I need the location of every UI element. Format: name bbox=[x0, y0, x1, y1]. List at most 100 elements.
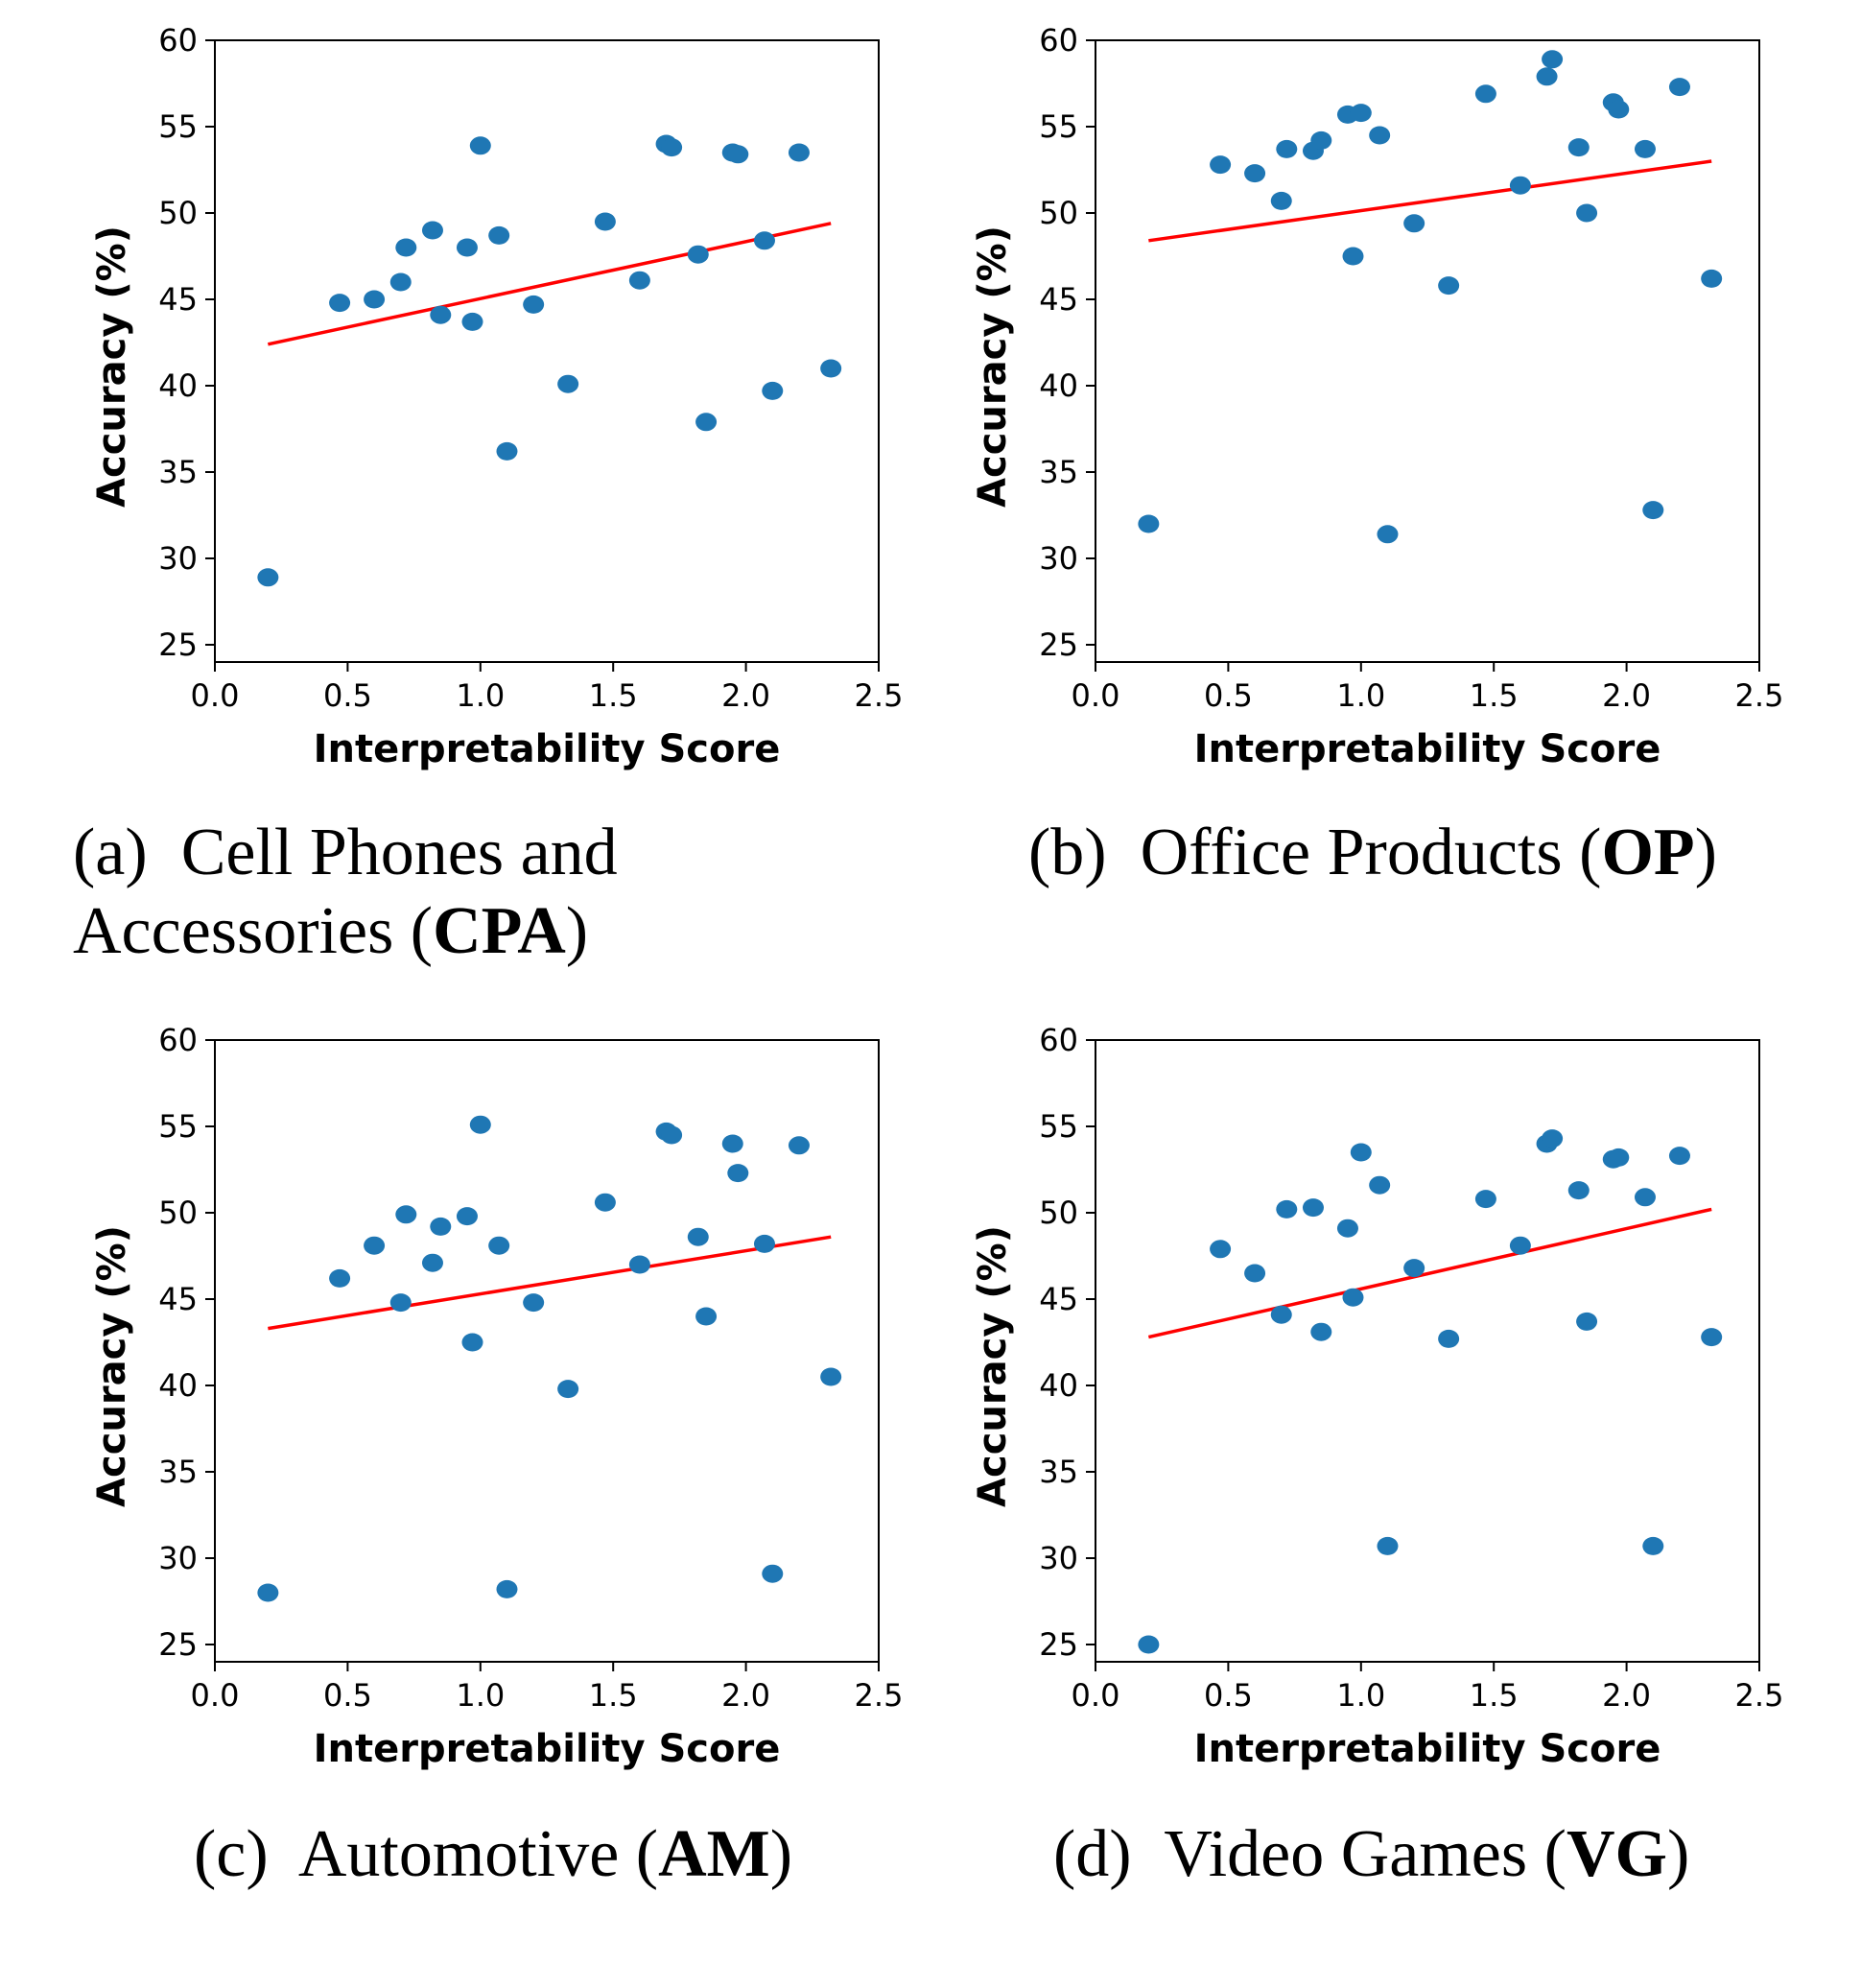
trendline bbox=[1147, 1207, 1712, 1339]
caption-prefix: (b) bbox=[1028, 816, 1107, 889]
x-tick-label: 0.0 bbox=[191, 677, 240, 714]
data-point bbox=[389, 1293, 412, 1313]
y-axis-label: Accuracy (%) bbox=[90, 1225, 134, 1507]
y-tick-label: 40 bbox=[1039, 367, 1078, 404]
y-tick-label: 60 bbox=[158, 22, 198, 59]
caption-abbr: AM bbox=[658, 1817, 770, 1891]
x-tick-label: 2.5 bbox=[1735, 677, 1784, 714]
y-tick-label: 50 bbox=[1039, 1195, 1078, 1231]
x-tick-label: 0.5 bbox=[323, 677, 372, 714]
y-axis-label: Accuracy (%) bbox=[971, 1225, 1015, 1507]
caption-abbr: VG bbox=[1566, 1817, 1667, 1891]
caption-suffix: ) bbox=[565, 894, 589, 968]
data-point bbox=[1342, 247, 1364, 266]
data-point bbox=[1567, 1181, 1590, 1200]
axes-frame bbox=[214, 1039, 880, 1663]
data-point bbox=[496, 1579, 518, 1598]
data-point bbox=[257, 1583, 279, 1602]
y-tick-label: 45 bbox=[1039, 1281, 1078, 1317]
x-axis-label: Interpretability Score bbox=[1194, 1727, 1661, 1771]
caption-d: (d) Video Games (VG) bbox=[1053, 1815, 1811, 1894]
data-point bbox=[1310, 1322, 1332, 1341]
data-point bbox=[762, 1564, 784, 1583]
x-tick-label: 2.0 bbox=[721, 1677, 770, 1714]
x-axis-label: Interpretability Score bbox=[1194, 727, 1661, 771]
x-tick-label: 1.5 bbox=[1470, 677, 1519, 714]
data-point bbox=[1377, 1536, 1399, 1555]
data-point bbox=[1542, 1129, 1564, 1148]
caption-suffix: ) bbox=[1694, 816, 1717, 889]
data-point bbox=[1342, 1288, 1364, 1307]
data-point bbox=[1542, 50, 1564, 69]
data-point bbox=[1701, 269, 1723, 288]
x-tick-label: 2.5 bbox=[855, 677, 904, 714]
y-tick-label: 25 bbox=[158, 627, 198, 663]
data-point bbox=[1302, 1198, 1324, 1218]
data-point bbox=[753, 1234, 775, 1253]
data-point bbox=[820, 359, 842, 378]
y-tick-label: 40 bbox=[158, 1367, 198, 1404]
data-point bbox=[389, 272, 412, 292]
y-tick-label: 35 bbox=[158, 454, 198, 490]
data-point bbox=[1350, 1143, 1372, 1162]
y-tick-label: 40 bbox=[158, 367, 198, 404]
data-point bbox=[1210, 155, 1232, 175]
y-tick-label: 30 bbox=[1039, 540, 1078, 577]
x-tick-label: 1.5 bbox=[589, 677, 638, 714]
x-tick-label: 1.0 bbox=[1336, 1677, 1385, 1714]
y-tick-label: 35 bbox=[1039, 1454, 1078, 1490]
caption-abbr: OP bbox=[1601, 816, 1695, 889]
data-point bbox=[456, 1207, 478, 1226]
caption-a: (a) Cell Phones and Accessories (CPA) bbox=[73, 814, 927, 971]
data-point bbox=[421, 1253, 443, 1272]
scatter-plot-d: 0.0 0.5 1.0 1.5 2.0 2.5 25 30 35 40 45 50 55 60 Interp… bbox=[971, 1022, 1784, 1771]
data-point bbox=[628, 1255, 650, 1274]
y-tick-label: 45 bbox=[1039, 281, 1078, 318]
data-point bbox=[594, 212, 616, 231]
data-point bbox=[687, 245, 709, 264]
data-point bbox=[695, 1307, 718, 1326]
data-point bbox=[1138, 514, 1160, 533]
data-point bbox=[461, 1333, 483, 1352]
y-tick-label: 30 bbox=[1039, 1540, 1078, 1576]
data-point bbox=[1608, 100, 1630, 119]
data-point bbox=[1634, 139, 1656, 158]
scatter-plot-c: 0.0 0.5 1.0 1.5 2.0 2.5 25 30 35 40 45 50 55 60 Interp… bbox=[90, 1022, 903, 1771]
data-point bbox=[1244, 164, 1266, 183]
x-axis-label: Interpretability Score bbox=[314, 1727, 781, 1771]
data-point bbox=[364, 290, 386, 309]
x-tick-label: 0.0 bbox=[191, 1677, 240, 1714]
data-point bbox=[421, 221, 443, 240]
data-point bbox=[687, 1227, 709, 1246]
y-tick-label: 55 bbox=[158, 1108, 198, 1145]
y-tick-label: 50 bbox=[1039, 195, 1078, 231]
trendline bbox=[268, 1235, 832, 1331]
x-tick-label: 2.5 bbox=[1735, 1677, 1784, 1714]
data-point bbox=[329, 294, 351, 313]
caption-text: Automotive ( bbox=[297, 1817, 659, 1891]
x-tick-label: 2.0 bbox=[1602, 677, 1651, 714]
data-point bbox=[1138, 1635, 1160, 1654]
axes-frame bbox=[1095, 39, 1760, 663]
data-point bbox=[1701, 1328, 1723, 1347]
caption-abbr: CPA bbox=[433, 894, 566, 968]
data-point bbox=[557, 374, 579, 393]
y-tick-label: 55 bbox=[158, 108, 198, 145]
data-point bbox=[1369, 126, 1391, 145]
data-point bbox=[488, 1236, 510, 1255]
data-point bbox=[364, 1236, 386, 1255]
data-point bbox=[1276, 139, 1298, 158]
data-point bbox=[1336, 1219, 1358, 1238]
axes-frame bbox=[214, 39, 880, 663]
trendline bbox=[1148, 159, 1712, 243]
caption-prefix: (a) bbox=[73, 816, 148, 889]
data-point bbox=[1438, 276, 1460, 296]
x-tick-label: 1.5 bbox=[589, 1677, 638, 1714]
data-point bbox=[395, 238, 417, 257]
y-tick-label: 35 bbox=[1039, 454, 1078, 490]
data-point bbox=[496, 441, 518, 461]
y-tick-label: 45 bbox=[158, 281, 198, 318]
y-tick-label: 60 bbox=[1039, 1022, 1078, 1058]
caption-suffix: ) bbox=[769, 1817, 793, 1891]
data-point bbox=[469, 1115, 491, 1134]
